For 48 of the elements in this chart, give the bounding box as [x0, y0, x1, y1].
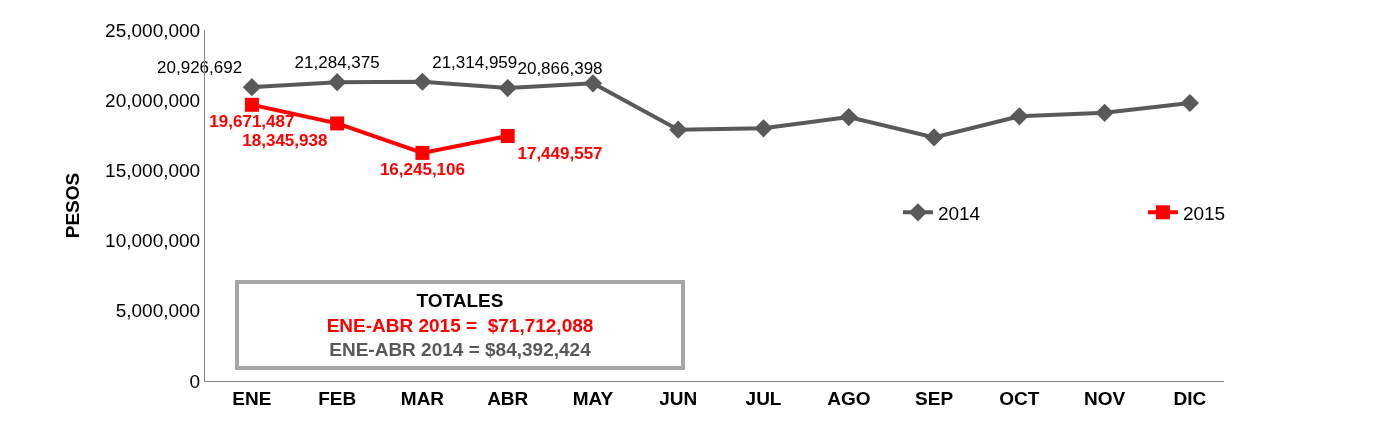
point — [924, 128, 944, 147]
x-tick-label: ABR — [487, 387, 529, 409]
data-label: 21,314,959 — [432, 52, 518, 72]
point — [415, 145, 430, 160]
point — [1010, 107, 1029, 126]
annotation: ENE-ABR 2015 = $71,712,088 — [326, 314, 594, 336]
x-tick-label: SEP — [915, 387, 954, 409]
data-label: 19,671,487 — [209, 112, 295, 132]
y-tick-label: 10,000,000 — [105, 230, 201, 252]
annotation: TOTALES — [416, 290, 504, 311]
data-label: 20,926,692 — [157, 58, 243, 78]
x-tick-label: FEB — [318, 387, 357, 409]
point — [244, 97, 259, 112]
point — [583, 74, 603, 93]
x-tick-label: JUN — [659, 387, 698, 409]
x-tick-label: MAY — [572, 387, 614, 409]
point — [669, 120, 688, 139]
legend-label: 2015 — [1182, 202, 1226, 224]
x-tick-label: OCT — [999, 387, 1040, 409]
point — [839, 107, 858, 127]
y-tick-label: 0 — [189, 370, 201, 392]
point — [498, 78, 517, 98]
data-label: 21,284,375 — [294, 53, 380, 73]
data-label: 18,345,938 — [242, 130, 328, 150]
annotation: ENE-ABR 2014 = $84,392,424 — [329, 339, 592, 361]
x-tick-label: MAR — [400, 387, 445, 409]
point — [413, 72, 432, 91]
y-tick-label: 15,000,000 — [105, 160, 201, 182]
x-tick-label: NOV — [1084, 387, 1126, 409]
point — [328, 73, 347, 92]
point — [1180, 93, 1199, 113]
x-tick-label: DIC — [1173, 387, 1207, 409]
y-axis-title: PESOS — [61, 172, 83, 239]
point — [754, 119, 773, 138]
x-tick-label: JUL — [745, 387, 782, 409]
point — [242, 78, 261, 97]
y-tick-label: 5,000,000 — [115, 300, 201, 322]
point — [500, 129, 515, 144]
x-tick-label: ENE — [232, 387, 272, 409]
data-label: 17,449,557 — [517, 143, 603, 163]
y-tick-label: 25,000,000 — [105, 19, 201, 41]
x-tick-label: AGO — [827, 387, 871, 409]
point — [330, 116, 345, 131]
data-label: 20,866,398 — [517, 59, 603, 79]
data-label: 16,245,106 — [379, 160, 465, 180]
legend-label: 2014 — [937, 202, 981, 224]
y-tick-label: 20,000,000 — [105, 89, 201, 111]
point — [1095, 103, 1114, 122]
